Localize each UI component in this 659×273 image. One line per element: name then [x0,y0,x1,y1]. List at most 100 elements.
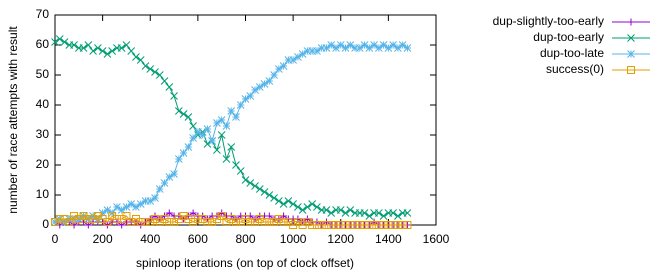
marker [355,44,364,52]
marker [346,206,355,214]
marker [79,44,88,52]
marker [160,77,169,85]
marker [274,65,283,73]
marker [241,176,250,184]
y-tick-label: 30 [36,127,50,141]
series-line [54,44,408,223]
marker [265,191,274,199]
marker [51,38,59,46]
marker [289,200,297,208]
marker [403,209,412,217]
marker [270,71,278,79]
marker [146,197,155,205]
marker [222,155,231,163]
marker [346,41,355,49]
marker [70,41,78,49]
marker [317,44,326,52]
marker [351,44,359,52]
marker [298,206,307,214]
y-tick-label: 50 [36,67,50,81]
marker [374,209,383,217]
marker [103,206,112,214]
marker [189,209,197,217]
marker [165,83,174,91]
marker [170,92,178,100]
marker [241,95,250,103]
marker [141,62,150,70]
marker [122,203,131,211]
marker [274,197,283,205]
marker [255,83,264,91]
marker [274,215,283,223]
y-tick-label: 70 [36,7,50,21]
marker [303,203,312,211]
marker [294,53,302,61]
marker [303,218,312,226]
x-tick-label: 400 [140,232,160,246]
marker [94,44,102,52]
marker [284,197,293,205]
marker [165,173,174,181]
marker [379,41,388,49]
marker [293,218,302,226]
marker [136,200,145,208]
marker [260,188,269,196]
marker [336,41,345,49]
marker [360,41,369,49]
marker [132,53,140,61]
marker [327,41,336,49]
marker [394,212,402,220]
legend-marker [627,66,635,74]
marker [332,44,340,52]
marker [279,62,288,70]
marker [98,215,107,223]
marker [131,215,140,223]
marker [217,116,226,124]
marker [236,101,245,109]
x-axis-label: spinloop iterations (on top of clock off… [136,256,354,270]
marker [232,113,240,121]
marker [93,212,102,220]
marker [217,212,226,220]
y-tick-label: 20 [36,157,50,171]
x-tick-label: 200 [93,232,113,246]
marker [241,215,250,223]
marker [84,41,93,49]
marker [60,38,69,46]
marker [179,212,188,220]
marker [160,179,169,187]
legend-label: dup-too-early [533,30,604,44]
legend-marker [627,34,635,42]
marker [403,221,412,229]
marker [198,131,207,139]
marker [151,68,159,76]
marker [294,203,302,211]
marker [208,137,217,145]
marker [189,134,197,142]
marker [184,143,193,151]
y-tick-label: 0 [42,217,49,231]
marker [213,119,221,127]
marker [255,185,264,193]
marker [308,200,317,208]
marker [127,47,136,55]
marker [122,41,131,49]
marker [98,47,107,55]
marker [217,131,226,139]
marker [141,197,150,205]
marker [289,56,297,64]
x-tick-label: 1400 [375,232,402,246]
marker [136,56,145,64]
y-axis-label: number of race attempts with result [6,26,20,214]
marker [322,44,331,52]
marker [303,47,312,55]
marker [365,212,374,220]
marker [194,128,202,136]
x-tick-label: 0 [52,232,59,246]
marker [132,203,140,211]
x-tick-label: 600 [188,232,208,246]
marker [179,149,188,157]
marker [60,215,69,223]
